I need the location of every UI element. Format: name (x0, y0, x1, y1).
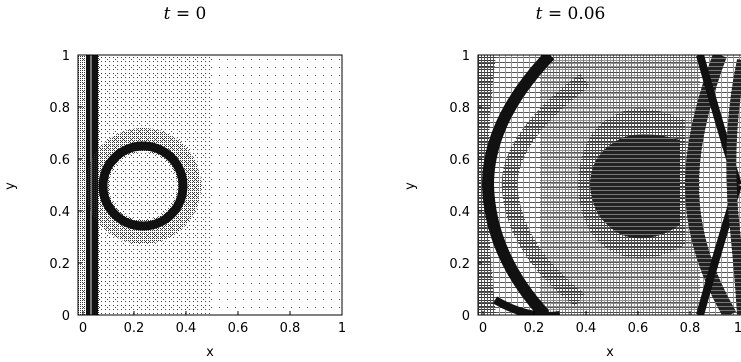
x-tick-label: 0.6 (228, 321, 249, 336)
y-tick-label: 0.4 (449, 205, 470, 220)
x-tick-label: 0 (479, 321, 487, 336)
y-tick-label: 0.8 (49, 101, 70, 116)
x-tick-label: 0.8 (280, 321, 301, 336)
panel-title-t0: t = 0 (0, 4, 370, 24)
outer-shock-arc-t006 (481, 55, 555, 315)
y-tick-label: 0.4 (49, 205, 70, 220)
y-tick-labels-t0: 0 0.2 0.4 0.6 0.8 1 (49, 49, 70, 324)
y-tick-label: 0 (462, 309, 470, 324)
y-tick-labels-t006: 0 0.2 0.4 0.6 0.8 1 (449, 49, 470, 324)
panel-title-t006: t = 0.06 (400, 4, 741, 24)
x-tick-label: 1 (338, 321, 346, 336)
bubble-ring-t0 (98, 141, 188, 231)
x-tick-labels-t0: 0 0.2 0.4 0.6 0.8 1 (79, 321, 346, 336)
y-tick-label: 0.6 (49, 153, 70, 168)
panel-t006: t = 0.06 (400, 0, 741, 362)
x-tick-label: 0 (79, 321, 87, 336)
y-tick-label: 0.2 (449, 257, 470, 272)
y-axis-label-t0: y (3, 182, 18, 190)
x-tick-labels-t006: 0 0.2 0.4 0.6 0.8 1 (479, 321, 741, 336)
x-tick-label: 0.4 (576, 321, 597, 336)
y-tick-label: 1 (462, 49, 470, 64)
y-tick-label: 0.2 (49, 257, 70, 272)
y-tick-label: 1 (62, 49, 70, 64)
mesh-field-t006 (478, 55, 741, 315)
title-equals: = (542, 4, 568, 24)
x-tick-label: 0.2 (124, 321, 145, 336)
x-tick-label: 1 (734, 321, 741, 336)
plot-frame-t006 (477, 54, 741, 316)
x-axis-label-t0: x (206, 345, 214, 360)
panel-t0: t = 0 (0, 0, 370, 362)
plot-frame-t0 (77, 54, 343, 316)
title-value: 0.06 (567, 4, 606, 24)
title-equals: = (170, 4, 196, 24)
x-tick-label: 0.8 (680, 321, 701, 336)
y-tick-label: 0.6 (449, 153, 470, 168)
y-tick-label: 0.8 (449, 101, 470, 116)
title-variable: t (163, 4, 171, 24)
x-tick-label: 0.6 (628, 321, 649, 336)
x-tick-label: 0.4 (176, 321, 197, 336)
title-variable: t (535, 4, 543, 24)
x-tick-label: 0.2 (524, 321, 545, 336)
title-value: 0 (195, 4, 207, 24)
x-axis-label-t006: x (606, 345, 614, 360)
y-tick-label: 0 (62, 309, 70, 324)
bubble-core-t006 (590, 134, 680, 239)
mesh-plot-t006: 0 0.2 0.4 0.6 0.8 1 0 0.2 0.4 0.6 0.8 1 … (403, 49, 741, 360)
mesh-field-t0 (78, 55, 342, 315)
mesh-plot-t0: 0 0.2 0.4 0.6 0.8 1 0 0.2 0.4 0.6 0.8 1 … (3, 49, 346, 360)
y-axis-label-t006: y (403, 182, 418, 190)
